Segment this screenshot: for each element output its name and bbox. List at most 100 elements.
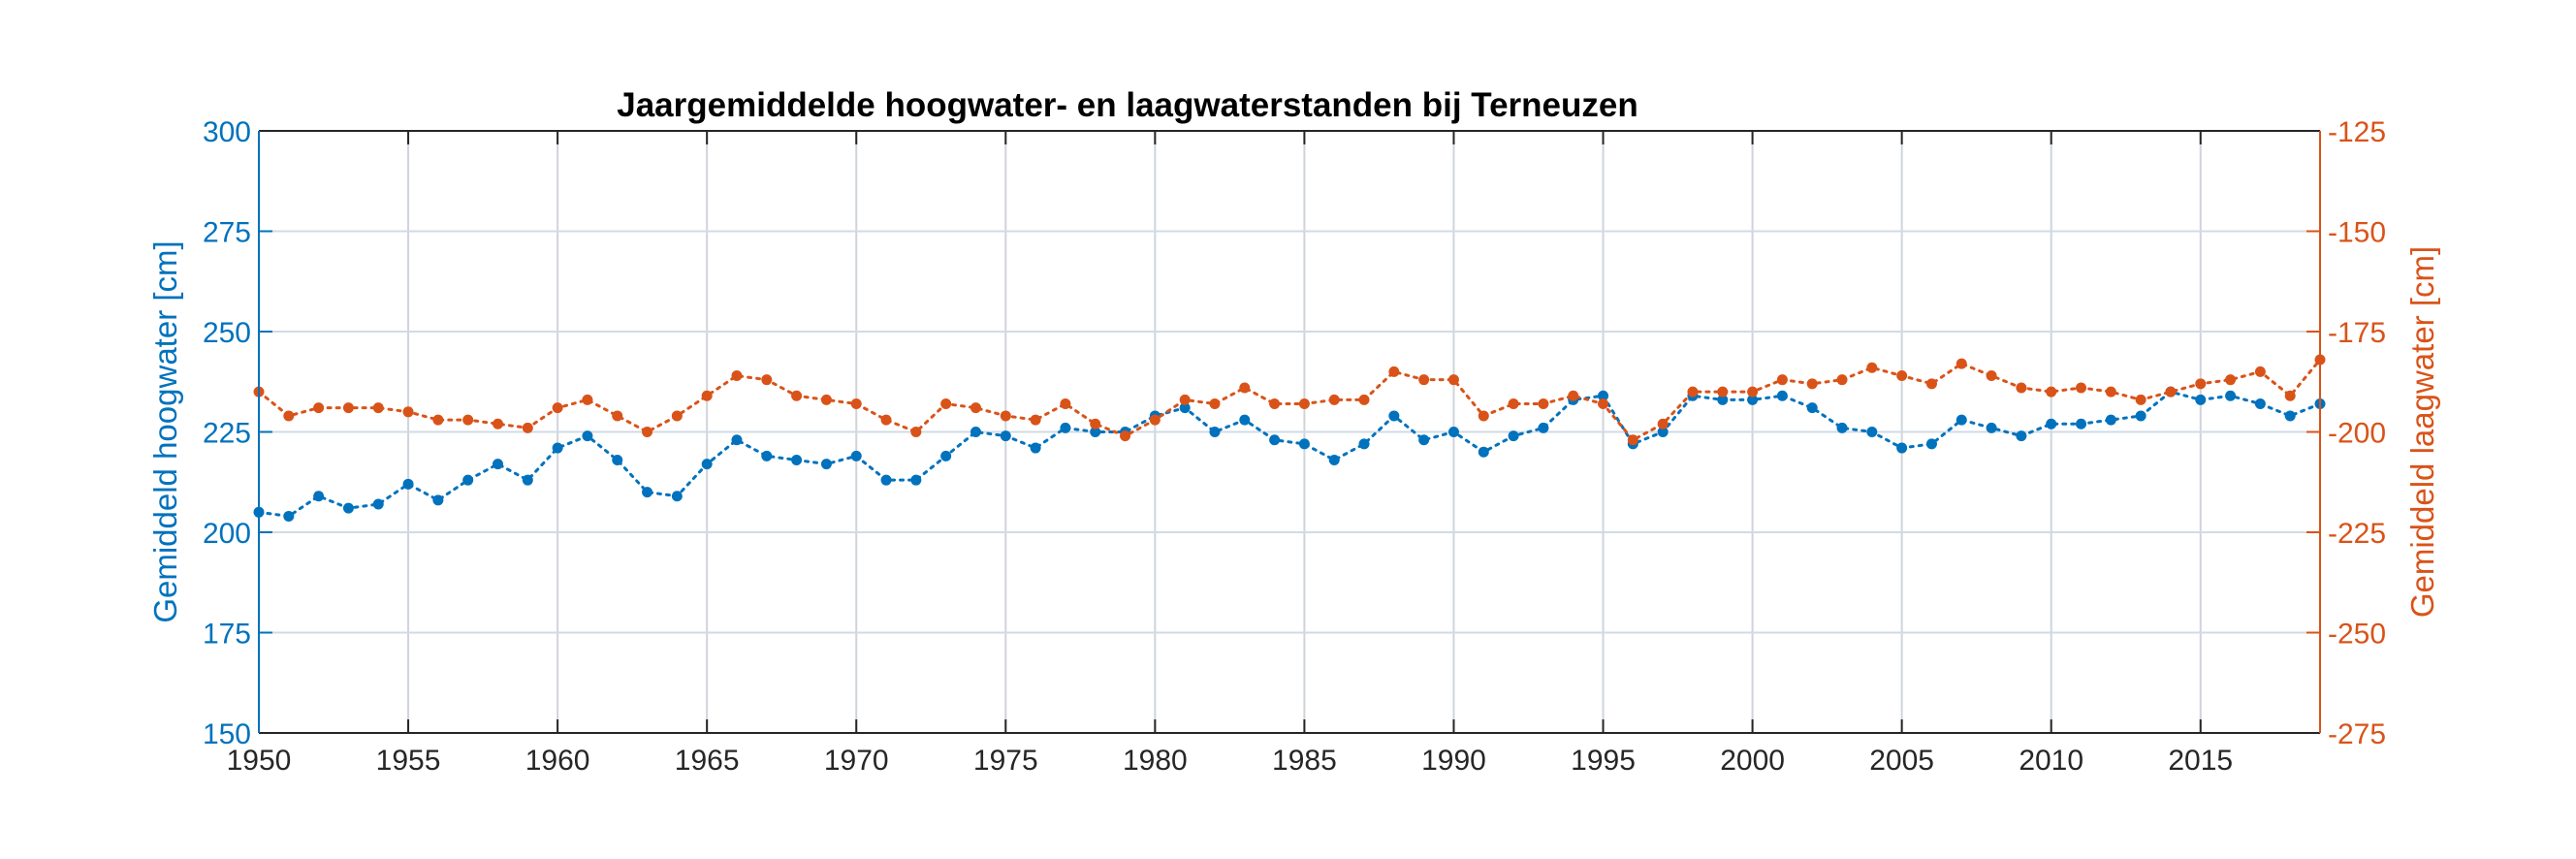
data-point-left: [1598, 390, 1609, 401]
left-y-tick-label: 225: [203, 418, 251, 450]
data-point-right: [402, 406, 414, 418]
data-point-right: [2284, 390, 2296, 401]
data-point-right: [820, 394, 832, 405]
data-point-left: [671, 491, 683, 502]
data-point-left: [1747, 394, 1759, 405]
x-tick-label: 1955: [376, 745, 441, 777]
data-point-left: [1418, 434, 1430, 446]
data-point-left: [970, 427, 981, 437]
data-point-left: [1000, 430, 1011, 442]
left-axis-label: Gemiddeld hoogwater [cm]: [147, 240, 183, 622]
data-point-right: [1269, 398, 1281, 410]
x-tick-label: 1960: [525, 745, 590, 777]
data-point-right: [372, 402, 384, 414]
data-point-right: [1986, 370, 1997, 382]
data-point-right: [1358, 394, 1370, 405]
data-point-right: [1747, 386, 1759, 398]
data-point-left: [701, 459, 713, 470]
data-point-right: [522, 422, 533, 433]
data-point-right: [1866, 362, 1878, 373]
data-point-left: [522, 474, 533, 486]
data-point-right: [761, 374, 773, 386]
data-point-left: [2016, 430, 2027, 442]
data-point-left: [283, 510, 295, 522]
data-point-right: [1418, 374, 1430, 386]
right-y-tick-label: -175: [2328, 317, 2386, 349]
data-point-right: [1806, 378, 1818, 390]
data-point-left: [1866, 427, 1878, 437]
data-point-left: [1806, 402, 1818, 414]
data-point-left: [1269, 434, 1281, 446]
data-point-right: [1956, 358, 1967, 369]
data-point-left: [2105, 414, 2116, 426]
data-point-left: [313, 491, 325, 502]
data-point-left: [1298, 438, 1310, 450]
data-point-right: [701, 390, 713, 401]
data-point-right: [2254, 366, 2266, 377]
grid: [259, 131, 2320, 733]
data-point-right: [2165, 386, 2177, 398]
data-point-left: [2254, 398, 2266, 410]
axes: 1950 1955 1960 1965 1970 1975 1980 1985 1990 1995…: [203, 116, 2386, 777]
data-point-left: [940, 450, 952, 461]
right-y-tick-label: -150: [2328, 217, 2386, 249]
data-point-right: [1060, 398, 1071, 410]
left-y-tick-label: 150: [203, 718, 251, 750]
data-point-left: [1717, 394, 1729, 405]
x-tick-label: 2000: [1720, 745, 1785, 777]
data-point-left: [1836, 422, 1848, 433]
data-point-right: [1328, 394, 1340, 405]
data-point-left: [1179, 402, 1191, 414]
data-point-left: [2135, 410, 2147, 422]
data-point-right: [1538, 398, 1549, 410]
data-point-right: [1298, 398, 1310, 410]
data-point-right: [1925, 378, 1937, 390]
data-point-left: [731, 434, 743, 446]
data-point-right: [1478, 410, 1489, 422]
data-point-left: [1478, 446, 1489, 458]
data-point-right: [940, 398, 952, 410]
left-y-tick-label: 250: [203, 317, 251, 349]
right-y-tick-label: -250: [2328, 619, 2386, 651]
data-point-left: [1986, 422, 1997, 433]
data-point-right: [2046, 386, 2057, 398]
data-point-left: [1388, 410, 1400, 422]
data-point-left: [1030, 442, 1041, 454]
left-y-tick-label: 200: [203, 518, 251, 550]
left-y-tick-label: 175: [203, 619, 251, 651]
right-y-tick-label: -125: [2328, 116, 2386, 148]
data-point-left: [1090, 427, 1101, 437]
data-point-left: [910, 474, 922, 486]
data-point-right: [492, 418, 503, 430]
data-point-right: [1598, 398, 1609, 410]
x-tick-label: 1985: [1272, 745, 1337, 777]
series-line-right: [257, 358, 2322, 442]
data-point-left: [582, 430, 593, 442]
data-point-right: [1000, 410, 1011, 422]
data-point-right: [1568, 390, 1579, 401]
data-point-right: [1836, 374, 1848, 386]
x-tick-label: 1980: [1123, 745, 1188, 777]
data-point-right: [432, 414, 444, 426]
x-tick-label: 2005: [1869, 745, 1934, 777]
x-tick-label: 1990: [1421, 745, 1486, 777]
data-point-right: [1090, 418, 1101, 430]
data-point-left: [462, 474, 474, 486]
data-point-right: [1687, 386, 1699, 398]
data-point-left: [1956, 414, 1967, 426]
data-point-right: [2105, 386, 2116, 398]
x-tick-label: 2015: [2168, 745, 2233, 777]
data-point-right: [1030, 414, 1041, 426]
x-tick-label: 1970: [824, 745, 889, 777]
data-point-left: [1508, 430, 1519, 442]
data-point-left: [402, 478, 414, 490]
right-y-tick-label: -275: [2328, 718, 2386, 750]
data-point-left: [1896, 442, 1908, 454]
data-point-right: [880, 414, 892, 426]
data-point-right: [283, 410, 295, 422]
data-point-left: [761, 450, 773, 461]
data-point-left: [1925, 438, 1937, 450]
data-point-right: [612, 410, 623, 422]
right-y-tick-label: -225: [2328, 518, 2386, 550]
